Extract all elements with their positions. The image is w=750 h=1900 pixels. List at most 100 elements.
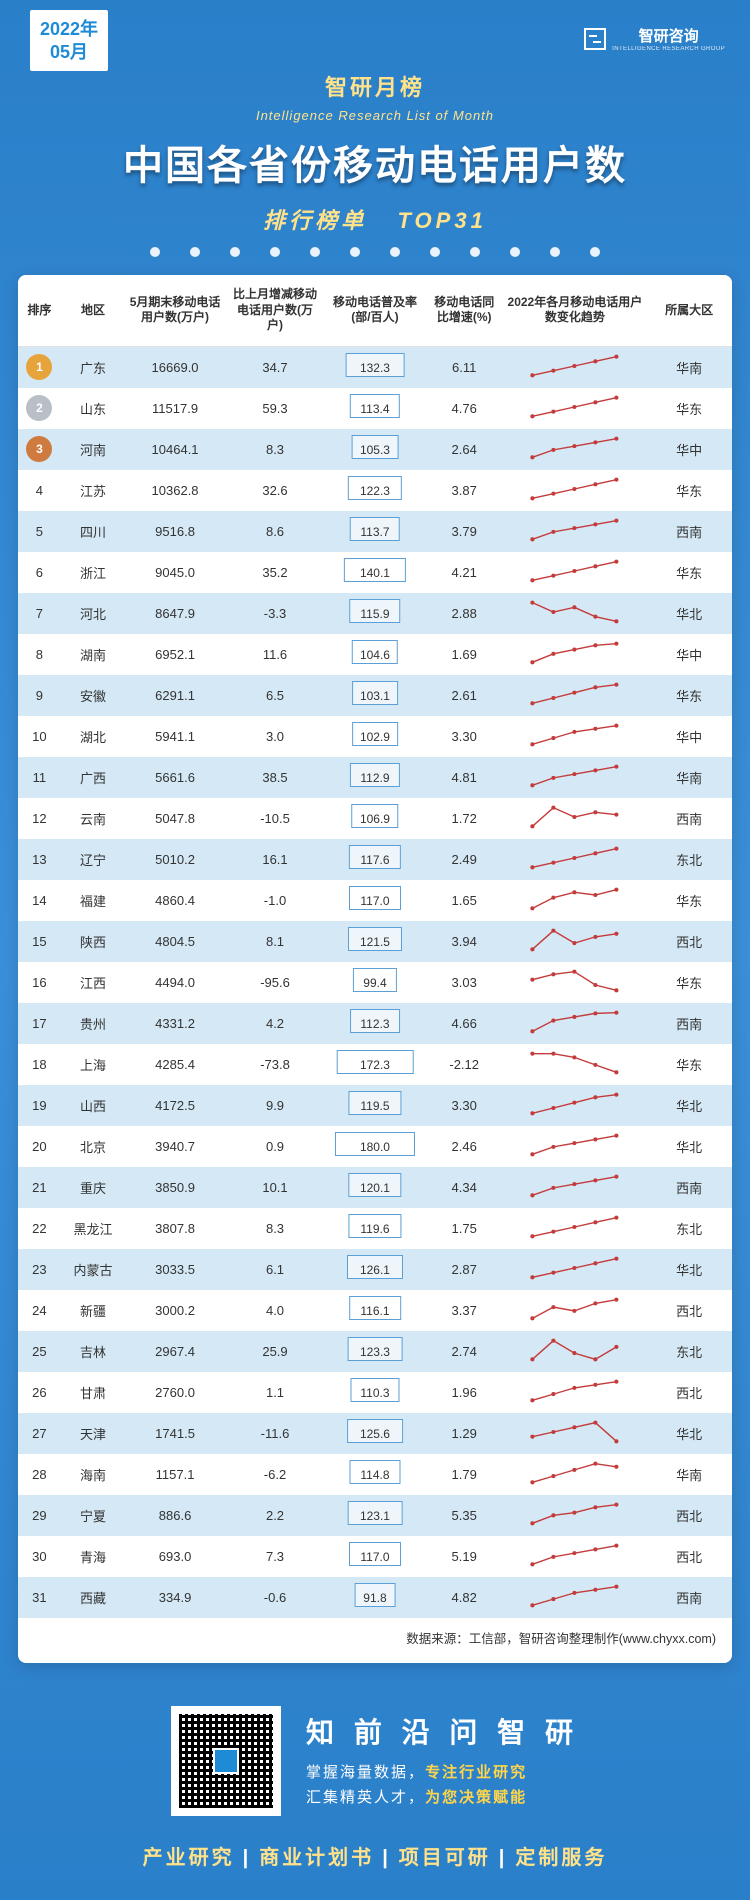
- cell-region: 湖北: [61, 716, 125, 757]
- cell-delta: 8.6: [225, 511, 325, 552]
- cell-region: 广西: [61, 757, 125, 798]
- table-row: 30青海693.07.3117.05.19西北: [18, 1536, 732, 1577]
- cell-users: 4860.4: [125, 880, 225, 921]
- cell-area: 华中: [646, 429, 732, 470]
- service-links: 产业研究|商业计划书|项目可研|定制服务: [20, 1841, 730, 1870]
- cell-rank: 13: [18, 839, 61, 880]
- cell-sparkline: [503, 962, 646, 1003]
- cell-rank: 5: [18, 511, 61, 552]
- cell-region: 云南: [61, 798, 125, 839]
- table-header: 所属大区: [646, 275, 732, 346]
- cell-region: 福建: [61, 880, 125, 921]
- table-row: 5四川9516.88.6113.73.79西南: [18, 511, 732, 552]
- table-row: 22黑龙江3807.88.3119.61.75东北: [18, 1208, 732, 1249]
- cell-users: 1741.5: [125, 1413, 225, 1454]
- cell-area: 华北: [646, 593, 732, 634]
- cell-users: 3850.9: [125, 1167, 225, 1208]
- cell-delta: 11.6: [225, 634, 325, 675]
- brand-logo-sub: INTELLIGENCE RESEARCH GROUP: [612, 46, 725, 52]
- table-row: 29宁夏886.62.2123.15.35西北: [18, 1495, 732, 1536]
- table-row: 31西藏334.9-0.691.84.82西南: [18, 1577, 732, 1618]
- table-row: 28海南1157.1-6.2114.81.79华南: [18, 1454, 732, 1495]
- date-month: 05月: [40, 41, 98, 64]
- cell-area: 西南: [646, 1003, 732, 1044]
- cell-sparkline: [503, 1167, 646, 1208]
- cell-rank: 15: [18, 921, 61, 962]
- table-row: 11广西5661.638.5112.94.81华南: [18, 757, 732, 798]
- cell-area: 西北: [646, 1536, 732, 1577]
- cell-rank: 17: [18, 1003, 61, 1044]
- cell-region: 广东: [61, 346, 125, 388]
- cell-area: 华东: [646, 1044, 732, 1085]
- qr-code: [171, 1706, 281, 1816]
- cell-users: 1157.1: [125, 1454, 225, 1495]
- cell-sparkline: [503, 1003, 646, 1044]
- cell-yoy: 2.46: [425, 1126, 504, 1167]
- cell-users: 2760.0: [125, 1372, 225, 1413]
- cell-sparkline: [503, 470, 646, 511]
- cell-yoy: 1.29: [425, 1413, 504, 1454]
- cell-rank: 6: [18, 552, 61, 593]
- footer-line-2: 汇集精英人才，为您决策赋能: [306, 1786, 579, 1807]
- cell-rank: 3: [18, 429, 61, 470]
- cell-rank: 2: [18, 388, 61, 429]
- footer: 知 前 沿 问 智 研 掌握海量数据，专注行业研究 汇集精英人才，为您决策赋能 …: [0, 1681, 750, 1900]
- table-row: 13辽宁5010.216.1117.62.49东北: [18, 839, 732, 880]
- cell-users: 10464.1: [125, 429, 225, 470]
- cell-sparkline: [503, 757, 646, 798]
- table-header: 5月期末移动电话用户数(万户): [125, 275, 225, 346]
- cell-region: 贵州: [61, 1003, 125, 1044]
- cell-sparkline: [503, 1208, 646, 1249]
- cell-region: 河北: [61, 593, 125, 634]
- cell-users: 3807.8: [125, 1208, 225, 1249]
- cell-area: 西北: [646, 1495, 732, 1536]
- cell-users: 16669.0: [125, 346, 225, 388]
- cell-area: 东北: [646, 1331, 732, 1372]
- header: 2022年 05月 智研咨询 INTELLIGENCE RESEARCH GRO…: [0, 0, 750, 275]
- cell-rank: 16: [18, 962, 61, 1003]
- cell-rank: 8: [18, 634, 61, 675]
- cell-users: 693.0: [125, 1536, 225, 1577]
- cell-users: 5047.8: [125, 798, 225, 839]
- cell-sparkline: [503, 880, 646, 921]
- cell-rate: 106.9: [325, 798, 425, 839]
- cell-region: 湖南: [61, 634, 125, 675]
- table-row: 12云南5047.8-10.5106.91.72西南: [18, 798, 732, 839]
- cell-area: 华北: [646, 1413, 732, 1454]
- cell-yoy: 4.34: [425, 1167, 504, 1208]
- cell-area: 西北: [646, 1372, 732, 1413]
- cell-region: 山西: [61, 1085, 125, 1126]
- cell-rate: 120.1: [325, 1167, 425, 1208]
- cell-rank: 29: [18, 1495, 61, 1536]
- cell-yoy: 3.79: [425, 511, 504, 552]
- cell-users: 3033.5: [125, 1249, 225, 1290]
- cell-rank: 30: [18, 1536, 61, 1577]
- cell-yoy: 1.65: [425, 880, 504, 921]
- table-header: 2022年各月移动电话用户数变化趋势: [503, 275, 646, 346]
- cell-sparkline: [503, 839, 646, 880]
- cell-rate: 125.6: [325, 1413, 425, 1454]
- cell-area: 西南: [646, 798, 732, 839]
- cell-delta: 8.3: [225, 1208, 325, 1249]
- cell-area: 华北: [646, 1126, 732, 1167]
- table-body: 1广东16669.034.7132.36.11华南2山东11517.959.31…: [18, 346, 732, 1618]
- cell-rank: 14: [18, 880, 61, 921]
- cell-yoy: 1.96: [425, 1372, 504, 1413]
- cell-sparkline: [503, 511, 646, 552]
- table-row: 15陕西4804.58.1121.53.94西北: [18, 921, 732, 962]
- cell-area: 华南: [646, 757, 732, 798]
- cell-region: 安徽: [61, 675, 125, 716]
- cell-sparkline: [503, 1044, 646, 1085]
- cell-yoy: 2.49: [425, 839, 504, 880]
- table-row: 25吉林2967.425.9123.32.74东北: [18, 1331, 732, 1372]
- cell-yoy: 1.79: [425, 1454, 504, 1495]
- cell-delta: 6.1: [225, 1249, 325, 1290]
- cell-yoy: -2.12: [425, 1044, 504, 1085]
- cell-yoy: 3.03: [425, 962, 504, 1003]
- ranking-card: 排序地区5月期末移动电话用户数(万户)比上月增减移动电话用户数(万户)移动电话普…: [18, 275, 732, 1663]
- footer-line-1: 掌握海量数据，专注行业研究: [306, 1761, 579, 1782]
- cell-delta: 25.9: [225, 1331, 325, 1372]
- table-row: 19山西4172.59.9119.53.30华北: [18, 1085, 732, 1126]
- cell-rank: 31: [18, 1577, 61, 1618]
- cell-area: 西北: [646, 1290, 732, 1331]
